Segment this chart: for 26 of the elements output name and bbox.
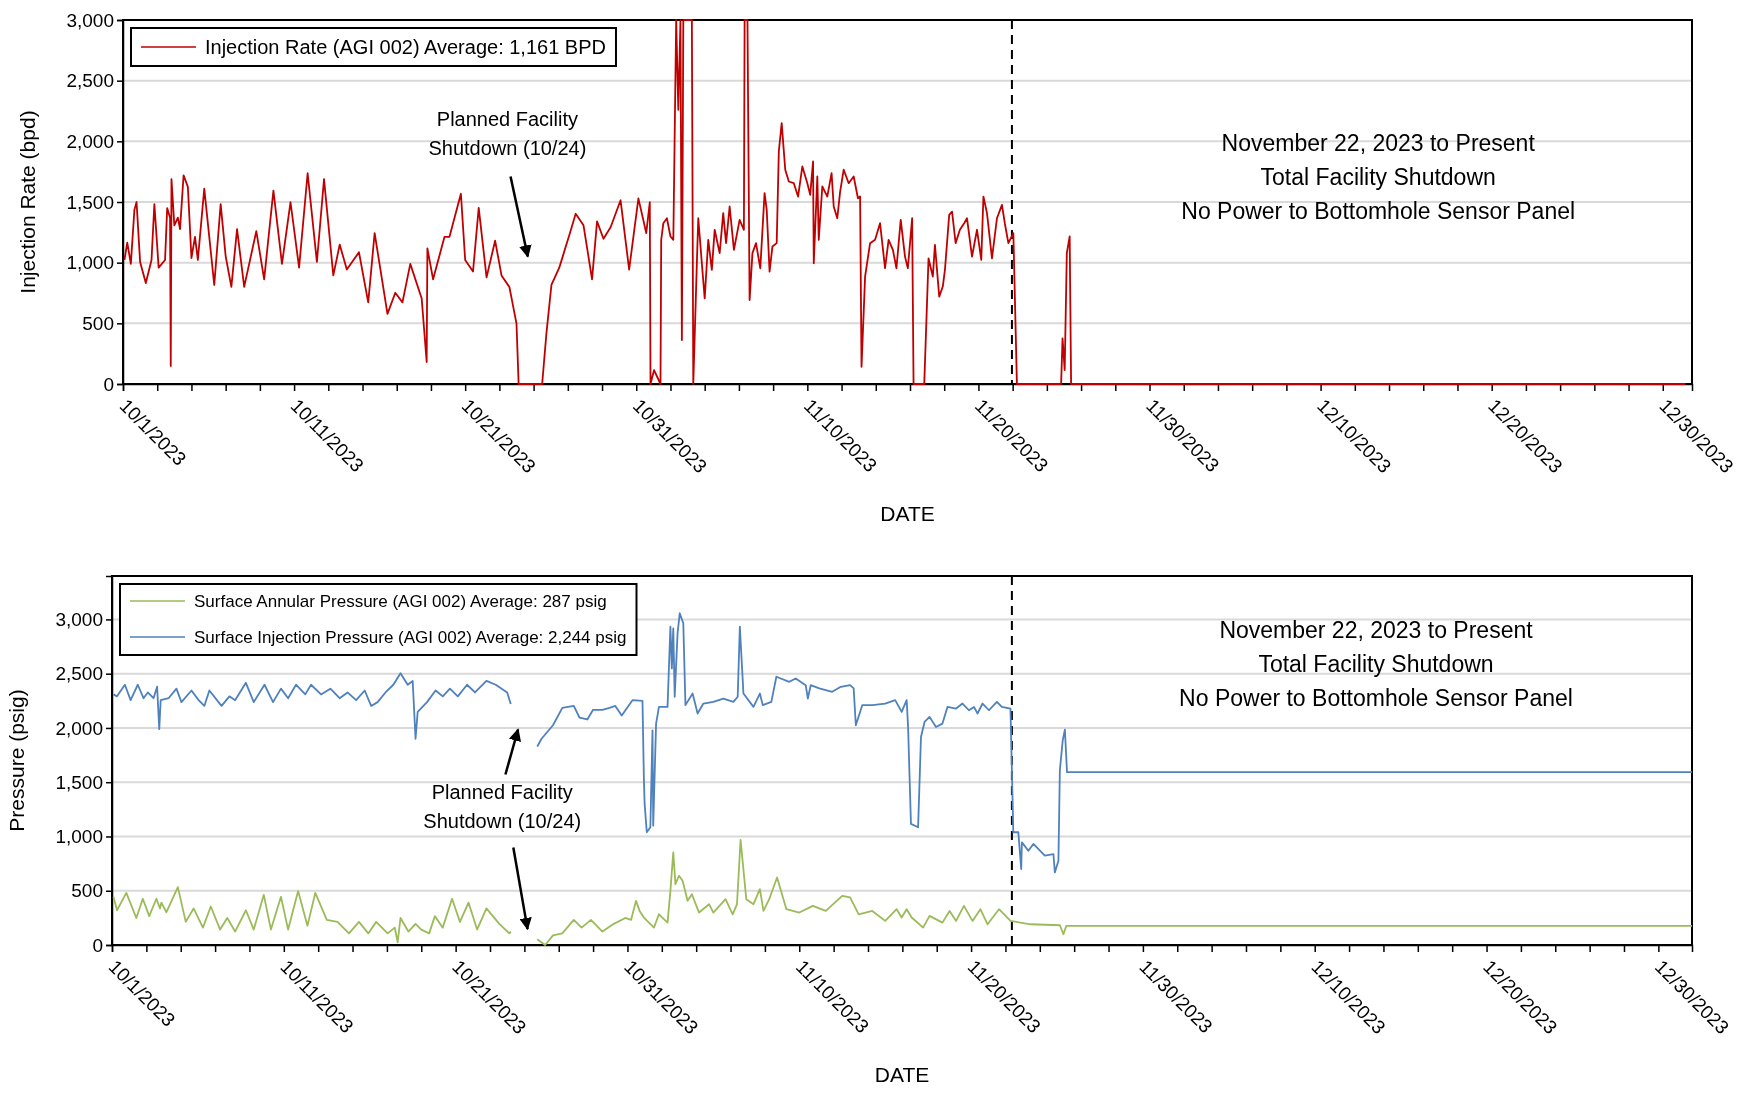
annotation: November 22, 2023 to Present Total Facility Shutdown No Power to Bottomhole Sensor Panel bbox=[1181, 130, 1576, 225]
y-tick-label: 2,000 bbox=[66, 130, 114, 152]
y-tick-label: 1,500 bbox=[66, 191, 114, 213]
y-tick-label: 1,500 bbox=[55, 771, 103, 793]
y-tick-label: 1,000 bbox=[66, 252, 114, 274]
y-axis-title: Injection Rate (bpd) bbox=[16, 110, 39, 294]
y-tick-label: 3,000 bbox=[55, 608, 103, 630]
y-tick-label: 2,500 bbox=[66, 70, 114, 92]
annotation: Planned Facility Shutdown (10/24) bbox=[428, 107, 587, 159]
line-series bbox=[123, 19, 1687, 385]
legend-label: Surface Annular Pressure (AGI 002) Average: 287 psig bbox=[194, 592, 607, 611]
y-axis-title: Pressure (psig) bbox=[5, 689, 28, 832]
y-tick-label: 2,000 bbox=[55, 717, 103, 739]
y-tick-label: 500 bbox=[82, 312, 114, 334]
x-axis-title: DATE bbox=[880, 502, 935, 525]
y-tick-label: 3,000 bbox=[66, 9, 114, 31]
y-tick-label: 500 bbox=[71, 880, 103, 902]
legend-label: Injection Rate (AGI 002) Average: 1,161 BPD bbox=[205, 36, 606, 58]
y-tick-label: 0 bbox=[103, 373, 114, 395]
annotation: November 22, 2023 to Present Total Facility Shutdown No Power to Bottomhole Sensor Panel bbox=[1179, 616, 1573, 711]
y-tick-label: 2,500 bbox=[55, 663, 103, 685]
x-axis-title: DATE bbox=[874, 1063, 930, 1086]
annotation: Planned Facility Shutdown (10/24) bbox=[423, 781, 582, 833]
legend-label: Surface Injection Pressure (AGI 002) Average: 2,244 psig bbox=[194, 628, 627, 647]
y-tick-label: 0 bbox=[92, 934, 103, 956]
y-tick-label: 1,000 bbox=[55, 826, 103, 848]
